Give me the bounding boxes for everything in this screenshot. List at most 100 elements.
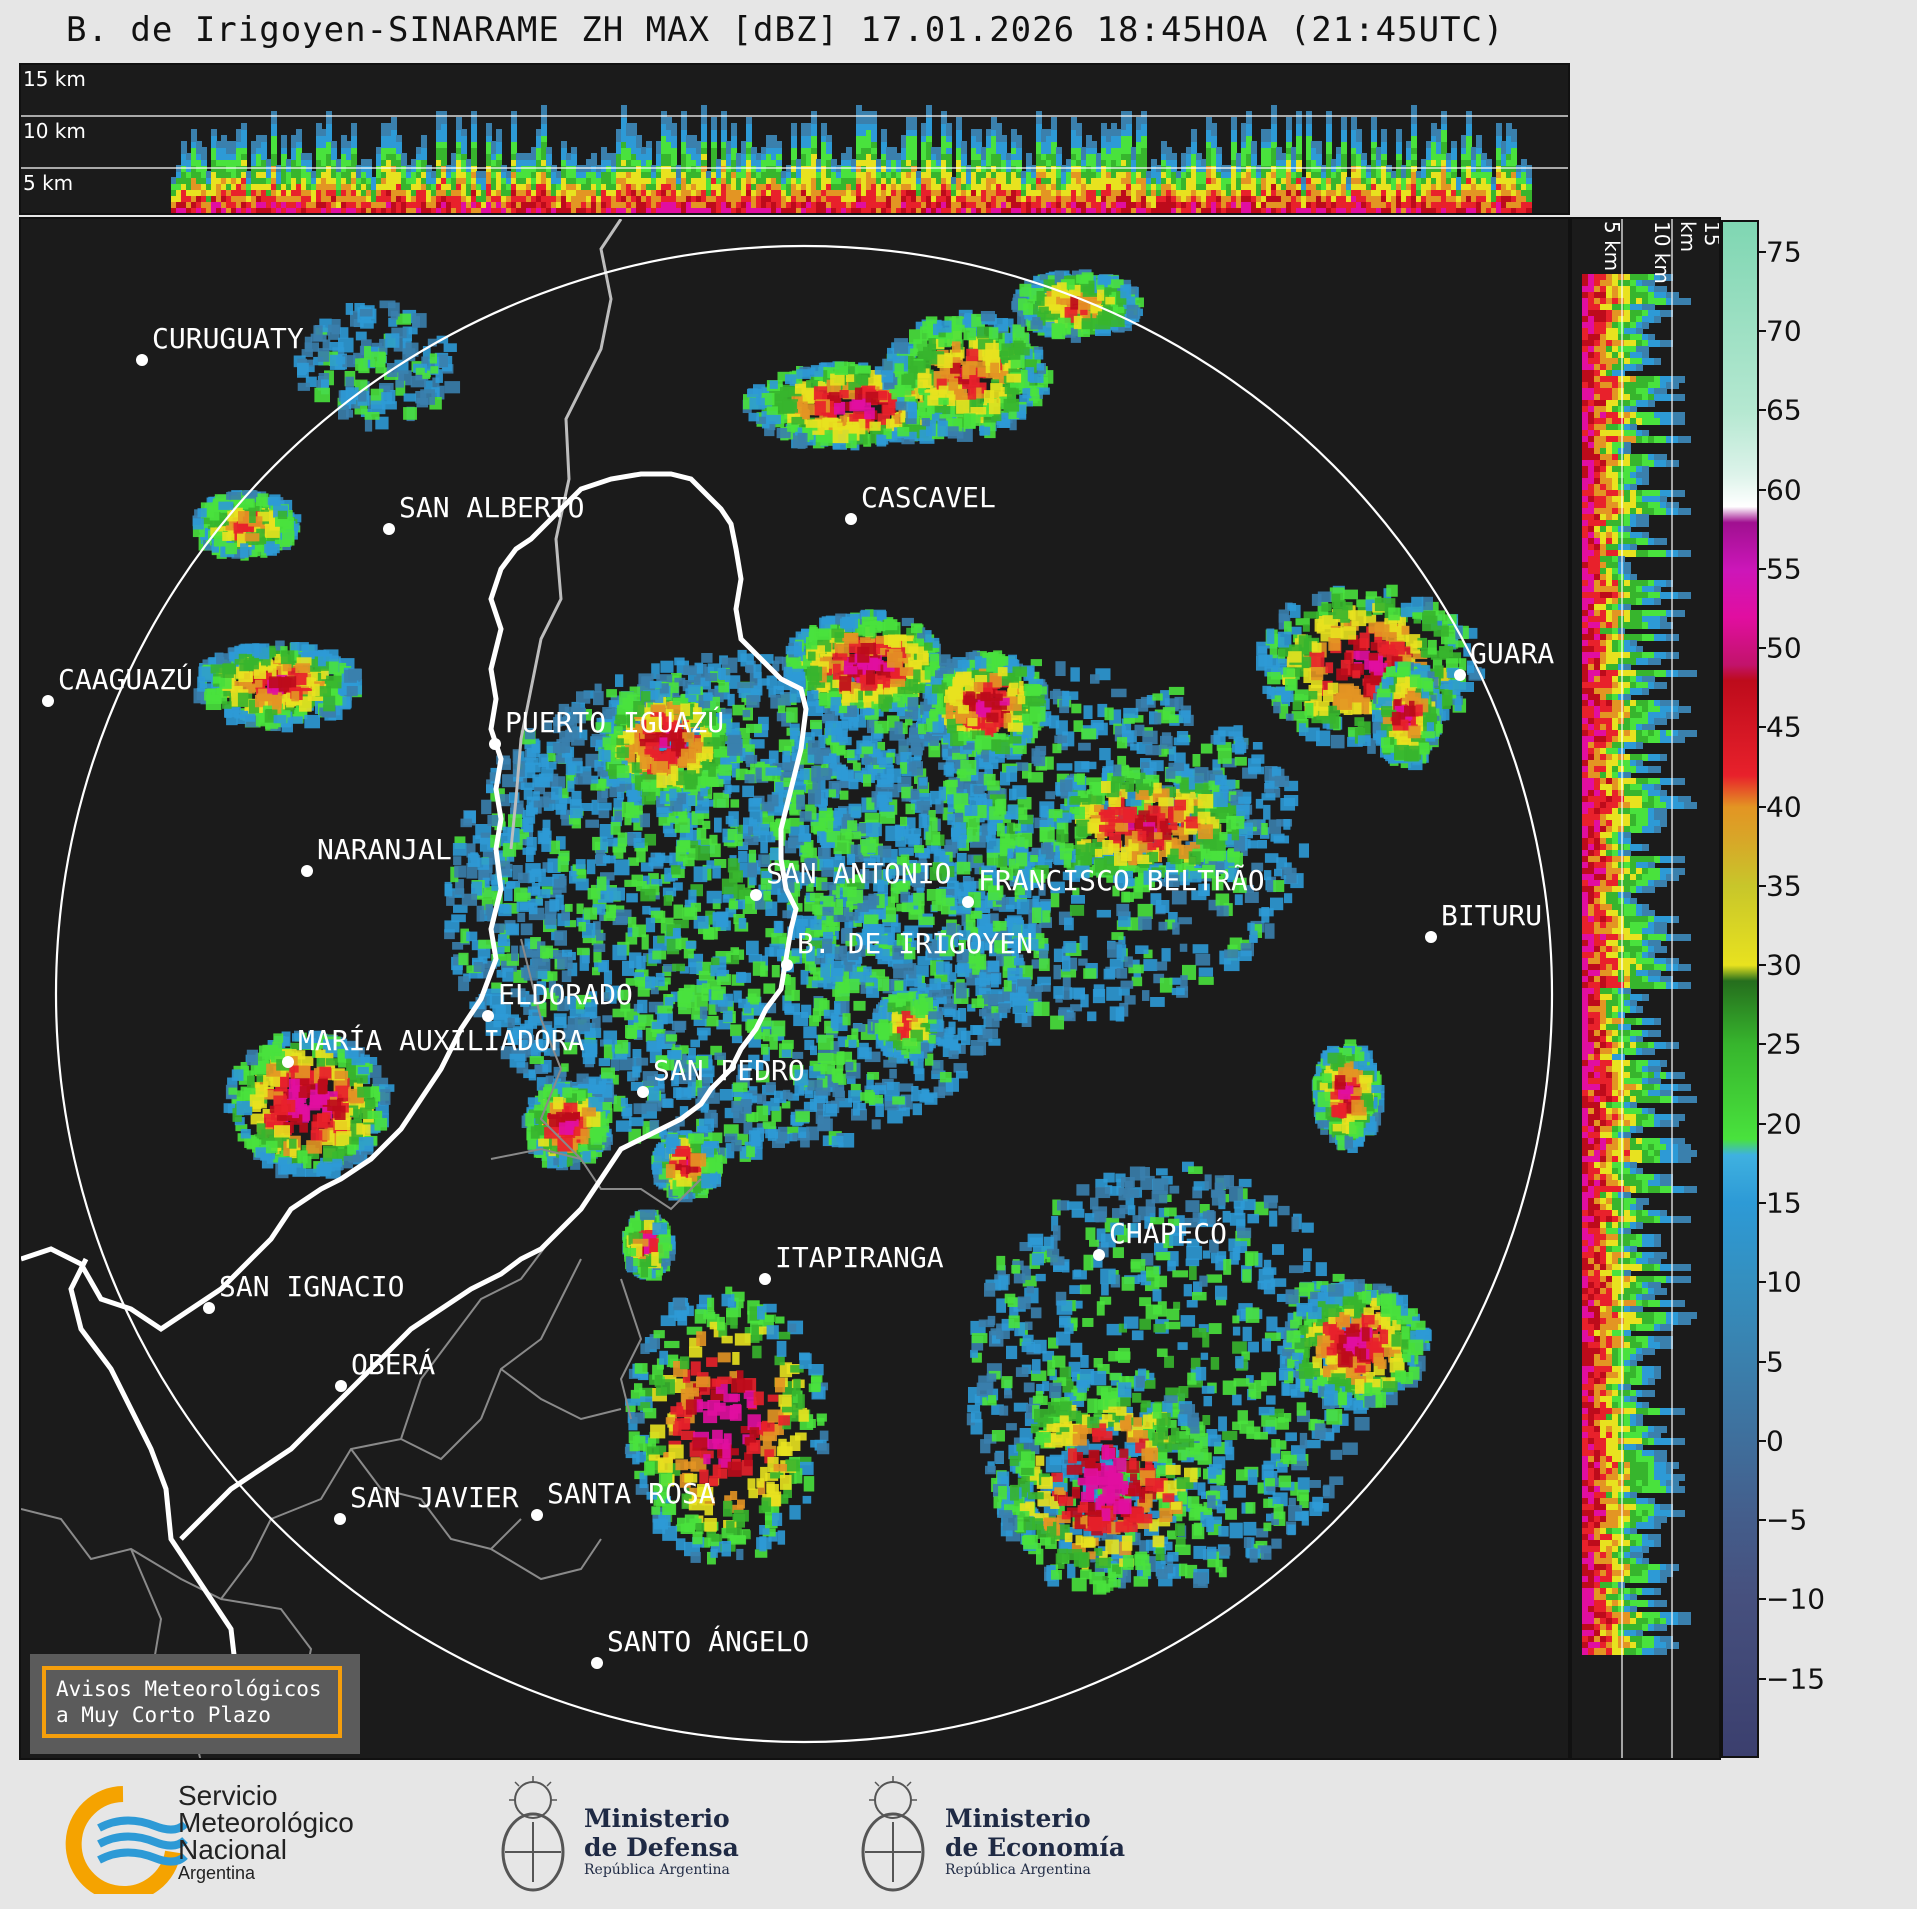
department-border-10 bbox=[520, 938, 702, 1211]
city-dot bbox=[489, 738, 501, 750]
footer-logos: Servicio Meteorológico Nacional Argentin… bbox=[0, 1760, 1917, 1909]
department-border-11 bbox=[490, 1147, 582, 1160]
warning-box-inner[interactable]: Avisos Meteorológicos a Muy Corto Plazo bbox=[42, 1666, 342, 1738]
colorbar-tick-mark bbox=[1759, 964, 1766, 967]
city-label: CASCAVEL bbox=[861, 481, 996, 514]
city-label: CHAPECÓ bbox=[1109, 1217, 1228, 1250]
city-dot bbox=[759, 1273, 771, 1285]
department-border-8 bbox=[490, 1538, 602, 1581]
colorbar-tick-label: 40 bbox=[1766, 790, 1802, 824]
defensa-line-3: República Argentina bbox=[584, 1862, 730, 1878]
department-border-5 bbox=[350, 1448, 522, 1551]
city-label: SAN ALBERTO bbox=[399, 491, 585, 524]
city-dot bbox=[845, 513, 857, 525]
city-dot bbox=[383, 523, 395, 535]
colorbar-tick-mark bbox=[1759, 884, 1766, 887]
city-dot bbox=[334, 1513, 346, 1525]
department-border-7 bbox=[480, 1258, 582, 1420]
argentina-coat-of-arms-icon-2 bbox=[861, 1776, 925, 1892]
city-label: SAN IGNACIO bbox=[219, 1270, 405, 1303]
colorbar-tick-label: 65 bbox=[1766, 393, 1802, 427]
colorbar-tick-label: 75 bbox=[1766, 235, 1802, 269]
city-label: B. DE IRIGOYEN bbox=[797, 927, 1034, 960]
smn-name-line-3: Nacional bbox=[178, 1834, 287, 1865]
top-altitude-label-10: 10 km bbox=[23, 119, 86, 143]
side-cross-section: 5 km 10 km 15 km bbox=[1570, 217, 1721, 1760]
city-dot bbox=[962, 896, 974, 908]
colorbar-tick-label: 35 bbox=[1766, 869, 1802, 903]
colorbar-tick-mark bbox=[1759, 409, 1766, 412]
range-ring bbox=[54, 244, 1554, 1744]
city-label: ITAPIRANGA bbox=[775, 1241, 944, 1274]
city-label: SAN ANTONIO bbox=[766, 857, 952, 890]
colorbar-tick-mark bbox=[1759, 1519, 1766, 1522]
city-label: OBERÁ bbox=[351, 1348, 436, 1381]
top-altitude-label-5: 5 km bbox=[23, 171, 74, 195]
city-label: SANTA ROSA bbox=[547, 1477, 716, 1510]
economia-line-1: Ministerio bbox=[945, 1804, 1091, 1833]
colorbar-tick-label: 10 bbox=[1766, 1265, 1802, 1299]
city-dot bbox=[301, 865, 313, 877]
city-label: FRANCISCO BELTRÃO bbox=[978, 864, 1265, 897]
city-dot bbox=[637, 1086, 649, 1098]
city-label: SAN PEDRO bbox=[653, 1054, 805, 1087]
dbz-colorbar bbox=[1721, 220, 1759, 1758]
city-dot bbox=[531, 1509, 543, 1521]
city-dot bbox=[42, 695, 54, 707]
colorbar-tick-label: 15 bbox=[1766, 1186, 1802, 1220]
city-dot bbox=[335, 1380, 347, 1392]
side-altitude-label-5: 5 km bbox=[1600, 221, 1624, 272]
department-border-4 bbox=[270, 1418, 482, 1520]
defensa-line-1: Ministerio bbox=[584, 1804, 730, 1833]
top-cross-section-echoes bbox=[21, 105, 1568, 213]
warning-box[interactable]: Avisos Meteorológicos a Muy Corto Plazo bbox=[30, 1654, 360, 1754]
city-label: NARANJAL bbox=[317, 833, 452, 866]
city-dot bbox=[781, 959, 793, 971]
colorbar-tick-mark bbox=[1759, 726, 1766, 729]
colorbar-tick-label: 5 bbox=[1766, 1345, 1784, 1379]
department-border-6 bbox=[400, 1238, 552, 1440]
defensa-line-2: de Defensa bbox=[584, 1833, 739, 1862]
city-label: MARÍA AUXILIADORA bbox=[298, 1024, 585, 1057]
city-label: SAN JAVIER bbox=[350, 1481, 519, 1514]
colorbar-tick-mark bbox=[1759, 1122, 1766, 1125]
colorbar-tick-label: 55 bbox=[1766, 552, 1802, 586]
economia-line-3: República Argentina bbox=[945, 1862, 1091, 1878]
colorbar-tick-mark bbox=[1759, 1439, 1766, 1442]
city-dot bbox=[482, 1010, 494, 1022]
city-dot bbox=[750, 889, 762, 901]
colorbar-tick-label: 70 bbox=[1766, 314, 1802, 348]
smn-name-line-2: Meteorológico bbox=[178, 1807, 354, 1838]
colorbar-tick-mark bbox=[1759, 1281, 1766, 1284]
city-label: ELDORADO bbox=[498, 978, 633, 1011]
city-label: SANTO ÁNGELO bbox=[607, 1625, 810, 1658]
city-dot bbox=[1093, 1249, 1105, 1261]
colorbar-tick-label: 20 bbox=[1766, 1107, 1802, 1141]
city-dot bbox=[282, 1056, 294, 1068]
colorbar-tick-label: 50 bbox=[1766, 631, 1802, 665]
department-border-1 bbox=[21, 1508, 272, 1601]
city-dot bbox=[136, 354, 148, 366]
colorbar-tick-label: 45 bbox=[1766, 710, 1802, 744]
colorbar-tick-label: 30 bbox=[1766, 948, 1802, 982]
top-cross-section: 15 km 10 km 5 km bbox=[19, 63, 1570, 215]
smn-logo-icon bbox=[65, 1786, 188, 1894]
city-label: BITURU bbox=[1441, 899, 1543, 932]
top-altitude-label-15: 15 km bbox=[23, 67, 86, 91]
smn-name-line-4: Argentina bbox=[178, 1863, 256, 1883]
colorbar-tick-mark bbox=[1759, 1677, 1766, 1680]
radar-map[interactable]: CURUGUATY SAN ALBERTO CASCAVEL CAAGUAZÚ PUER… bbox=[19, 217, 1570, 1760]
map-title: B. de Irigoyen-SINARAME ZH MAX [dBZ] 17.… bbox=[66, 10, 1505, 50]
colorbar-tick-mark bbox=[1759, 250, 1766, 253]
economia-line-2: de Economía bbox=[945, 1833, 1126, 1862]
side-altitude-label-15: 15 km bbox=[1676, 221, 1721, 253]
smn-name-line-1: Servicio bbox=[178, 1780, 278, 1811]
colorbar-tick-label: −15 bbox=[1766, 1662, 1826, 1696]
argentina-coat-of-arms-icon-1 bbox=[501, 1776, 565, 1892]
warning-line-2: a Muy Corto Plazo bbox=[56, 1703, 271, 1727]
colorbar-tick-mark bbox=[1759, 1598, 1766, 1601]
city-dot bbox=[1425, 931, 1437, 943]
side-altitude-label-10: 10 km bbox=[1650, 221, 1674, 284]
colorbar-tick-label: 60 bbox=[1766, 473, 1802, 507]
department-border-12 bbox=[619, 1278, 643, 1420]
